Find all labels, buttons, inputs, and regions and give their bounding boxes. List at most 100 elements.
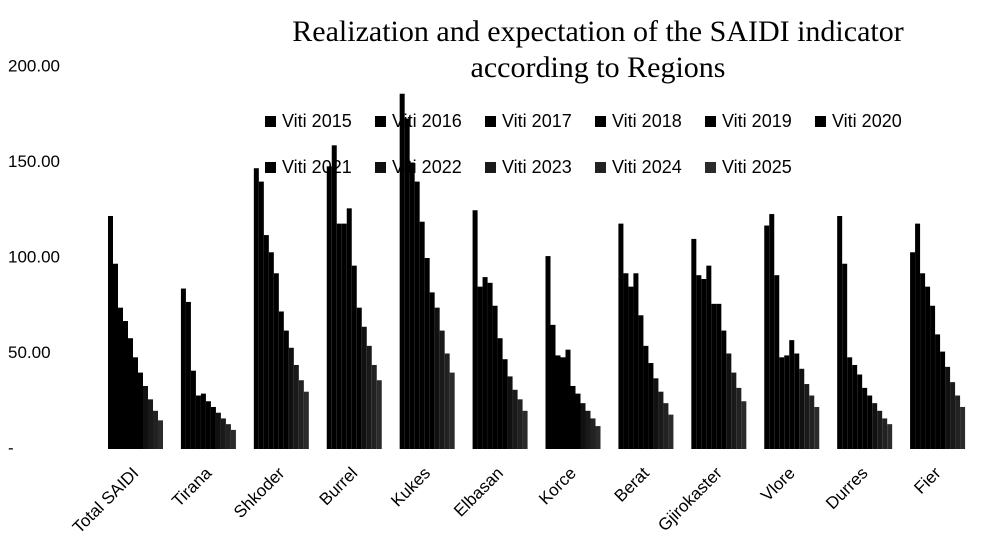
- bar: [550, 324, 556, 449]
- legend-label: Viti 2019: [722, 111, 792, 131]
- bar: [444, 353, 450, 449]
- bar: [205, 401, 211, 449]
- bar: [590, 418, 596, 449]
- bar: [731, 372, 737, 449]
- bar: [472, 210, 478, 449]
- bar: [945, 366, 951, 449]
- bar: [361, 326, 367, 449]
- bar: [663, 403, 669, 449]
- bar: [842, 263, 848, 449]
- bar: [331, 145, 337, 449]
- bar: [658, 391, 664, 449]
- bar: [711, 303, 717, 449]
- bar: [691, 238, 697, 449]
- bar: [283, 330, 289, 449]
- bar: [887, 424, 893, 449]
- x-tick-label: Vlore: [757, 464, 798, 505]
- bar: [477, 286, 483, 449]
- bar: [351, 265, 357, 449]
- bar: [623, 273, 629, 449]
- x-tick-label: Korce: [535, 464, 580, 509]
- y-tick-label: -: [8, 438, 14, 457]
- bar: [950, 382, 956, 449]
- bar: [429, 292, 435, 449]
- bar: [487, 282, 493, 449]
- bar: [814, 406, 820, 449]
- legend-label: Viti 2016: [392, 111, 462, 131]
- bar: [288, 347, 294, 449]
- bar: [195, 395, 201, 449]
- legend-swatch: [705, 116, 716, 127]
- bar: [862, 387, 868, 449]
- y-tick-label: 150.00: [8, 152, 60, 171]
- legend-swatch: [485, 116, 496, 127]
- bar: [512, 389, 518, 449]
- bar: [769, 214, 775, 449]
- bar: [779, 357, 785, 449]
- bar: [560, 357, 566, 449]
- bar: [215, 412, 221, 449]
- bar: [696, 275, 702, 449]
- bar: [545, 256, 551, 449]
- legend-swatch: [265, 162, 276, 173]
- bar: [263, 235, 269, 449]
- bar: [867, 395, 873, 449]
- bar: [837, 215, 843, 449]
- bar: [185, 301, 191, 449]
- bar: [555, 355, 561, 449]
- legend-swatch: [375, 116, 386, 127]
- bar: [570, 385, 576, 449]
- bar: [643, 345, 649, 449]
- bar: [638, 315, 644, 449]
- x-tick-label: Elbasan: [450, 464, 507, 521]
- bar: [138, 372, 143, 449]
- bar: [935, 334, 941, 449]
- bar: [118, 307, 123, 449]
- bar: [764, 225, 770, 449]
- bar: [910, 252, 916, 449]
- bar: [648, 363, 654, 449]
- bar: [701, 279, 707, 449]
- x-tick-label: Kukes: [387, 464, 434, 511]
- bar: [225, 424, 231, 449]
- y-tick-label: 100.00: [8, 247, 60, 266]
- x-tick-label: Total SAIDI: [69, 464, 143, 538]
- bar: [628, 286, 634, 449]
- bar: [409, 162, 415, 449]
- bar: [804, 384, 810, 449]
- bar: [298, 380, 304, 449]
- bar: [113, 263, 118, 449]
- bar: [108, 215, 113, 449]
- bar: [449, 372, 455, 449]
- bar: [872, 403, 878, 449]
- bar: [492, 305, 498, 449]
- bar: [721, 330, 727, 449]
- bar: [920, 273, 926, 449]
- bar: [930, 305, 936, 449]
- bar: [190, 370, 196, 449]
- bar: [940, 351, 946, 449]
- legend-swatch: [705, 162, 716, 173]
- bar: [399, 93, 405, 450]
- bar: [366, 345, 372, 449]
- bar: [133, 357, 138, 449]
- bar: [618, 223, 624, 449]
- bar: [502, 359, 508, 449]
- bar: [706, 265, 712, 449]
- bar: [230, 429, 236, 449]
- bar: [346, 208, 352, 449]
- bar: [210, 406, 216, 449]
- y-tick-label: 200.00: [8, 56, 60, 75]
- bar: [585, 410, 591, 449]
- bar: [414, 181, 420, 449]
- bar: [915, 223, 921, 449]
- legend-label: Viti 2022: [392, 157, 462, 177]
- bar: [877, 410, 883, 449]
- bar: [326, 166, 332, 449]
- bar: [278, 311, 284, 449]
- bar: [376, 380, 382, 449]
- bar: [774, 275, 780, 449]
- bar: [522, 410, 528, 449]
- bar: [668, 414, 674, 449]
- legend-label: Viti 2015: [282, 111, 352, 131]
